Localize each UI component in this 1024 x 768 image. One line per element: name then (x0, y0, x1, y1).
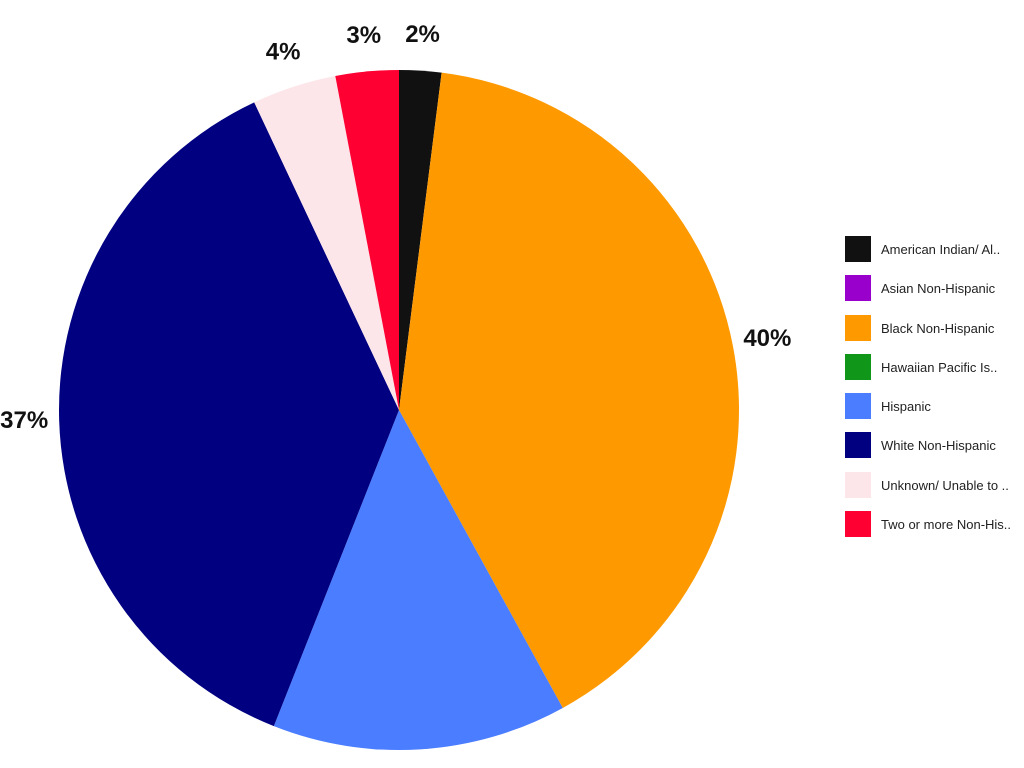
legend: American Indian/ Al.. Asian Non-Hispanic B… (845, 236, 1023, 550)
legend-label: Unknown/ Unable to .. (881, 477, 1009, 493)
data-label: 3% (346, 22, 381, 49)
data-label: 40% (743, 325, 791, 352)
legend-label: Two or more Non-His.. (881, 517, 1012, 533)
legend-swatch (845, 353, 871, 380)
legend-item: American Indian/ Al.. (845, 236, 1023, 275)
pie-slice (399, 72, 740, 708)
legend-label: American Indian/ Al.. (881, 242, 1001, 257)
pie-slice (399, 70, 442, 410)
data-label: 37% (0, 407, 48, 434)
legend-swatch (845, 314, 871, 341)
legend-item: Unknown/ Unable to .. (845, 471, 1023, 511)
legend-item: Asian Non-Hispanic (845, 275, 1023, 314)
legend-label: Black Non-Hispanic (881, 320, 995, 336)
legend-label: White Non-Hispanic (881, 438, 996, 454)
legend-label: Asian Non-Hispanic (881, 281, 996, 297)
legend-item: Black Non-Hispanic (845, 314, 1023, 354)
data-label: 4% (266, 39, 301, 66)
legend-item: Hawaiian Pacific Is.. (845, 353, 1023, 393)
data-label: 2% (405, 21, 440, 48)
pie-slice (254, 76, 399, 410)
legend-swatch (845, 393, 871, 420)
pie-slice (273, 410, 563, 751)
legend-label: Hawaiian Pacific Is.. (881, 359, 998, 375)
legend-swatch (845, 236, 871, 262)
legend-swatch (845, 275, 871, 302)
legend-swatch (845, 511, 871, 538)
legend-swatch (845, 432, 871, 459)
legend-label: Hispanic (881, 399, 931, 415)
legend-item: White Non-Hispanic (845, 432, 1023, 471)
pie-slice (58, 102, 399, 727)
pie-slice (335, 70, 399, 410)
legend-item: Two or more Non-His.. (845, 511, 1023, 550)
legend-swatch (845, 471, 871, 498)
legend-item: Hispanic (845, 393, 1023, 432)
